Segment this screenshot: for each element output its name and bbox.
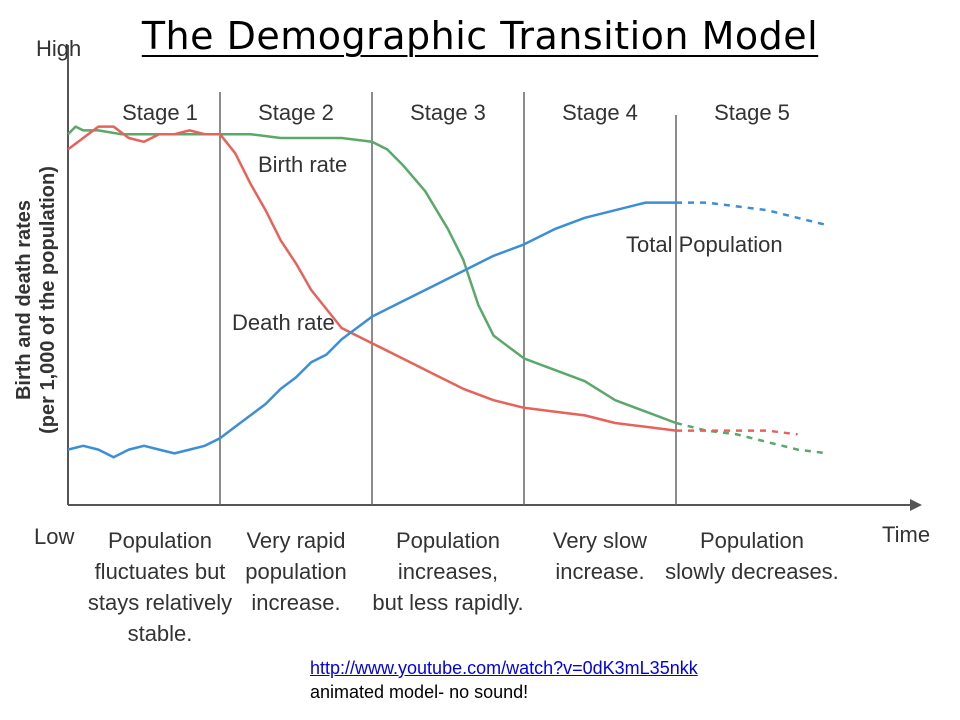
stage-description-line: Very slow (553, 528, 647, 553)
stage-description-line: Population (700, 528, 804, 553)
x-axis-arrow (910, 499, 922, 511)
stage-description-line: but less rapidly. (372, 590, 523, 615)
birth-rate-label: Birth rate (258, 152, 347, 177)
youtube-link[interactable]: http://www.youtube.com/watch?v=0dK3mL35n… (310, 658, 698, 678)
stage-description-line: stable. (128, 621, 193, 646)
y-axis-label-line1: Birth and death rates (13, 200, 35, 400)
stage-label: Stage 2 (258, 100, 334, 125)
death-rate-projection-line (676, 429, 798, 436)
birth-rate-projection-line (675, 421, 829, 455)
stage-description-line: population (245, 559, 347, 584)
stage-labels: Stage 1 Stage 2 Stage 3 Stage 4 Stage 5 (122, 100, 790, 125)
total-population-line (67, 201, 676, 459)
stage-description-line: Very rapid (246, 528, 345, 553)
stage-label: Stage 1 (122, 100, 198, 125)
stage-description-line: fluctuates but (95, 559, 226, 584)
stage-descriptions: Population fluctuates but stays relatively… (88, 528, 839, 646)
total-population-projection-line (676, 201, 829, 227)
stage-label: Stage 3 (410, 100, 486, 125)
stage-description-line: Population (396, 528, 500, 553)
stage-description-line: increase. (251, 590, 340, 615)
y-axis-label-line2: (per 1,000 of the population) (37, 166, 59, 434)
y-low-label: Low (34, 524, 74, 549)
chart-series (67, 125, 829, 459)
link-caption: animated model- no sound! (310, 682, 529, 702)
y-high-label: High (36, 36, 81, 61)
x-axis-label: Time (882, 522, 930, 547)
series-labels: Birth rate Death rate Total Population (232, 152, 783, 335)
stage-description-line: stays relatively (88, 590, 232, 615)
video-link-block: http://www.youtube.com/watch?v=0dK3mL35n… (310, 656, 698, 704)
total-population-label: Total Population (626, 232, 783, 257)
stage-description-line: increases, (398, 559, 498, 584)
stage-description-line: increase. (555, 559, 644, 584)
death-rate-label: Death rate (232, 310, 335, 335)
birth-rate-line (67, 125, 677, 425)
stage-dividers (219, 92, 677, 505)
stage-label: Stage 5 (714, 100, 790, 125)
stage-label: Stage 4 (562, 100, 638, 125)
stage-description-line: Population (108, 528, 212, 553)
death-rate-line (67, 125, 677, 432)
stage-description-line: slowly decreases. (665, 559, 839, 584)
page-title: The Demographic Transition Model (141, 14, 819, 58)
chart-axes: High Low Time Birth and death rates (per 1,0… (13, 36, 930, 549)
